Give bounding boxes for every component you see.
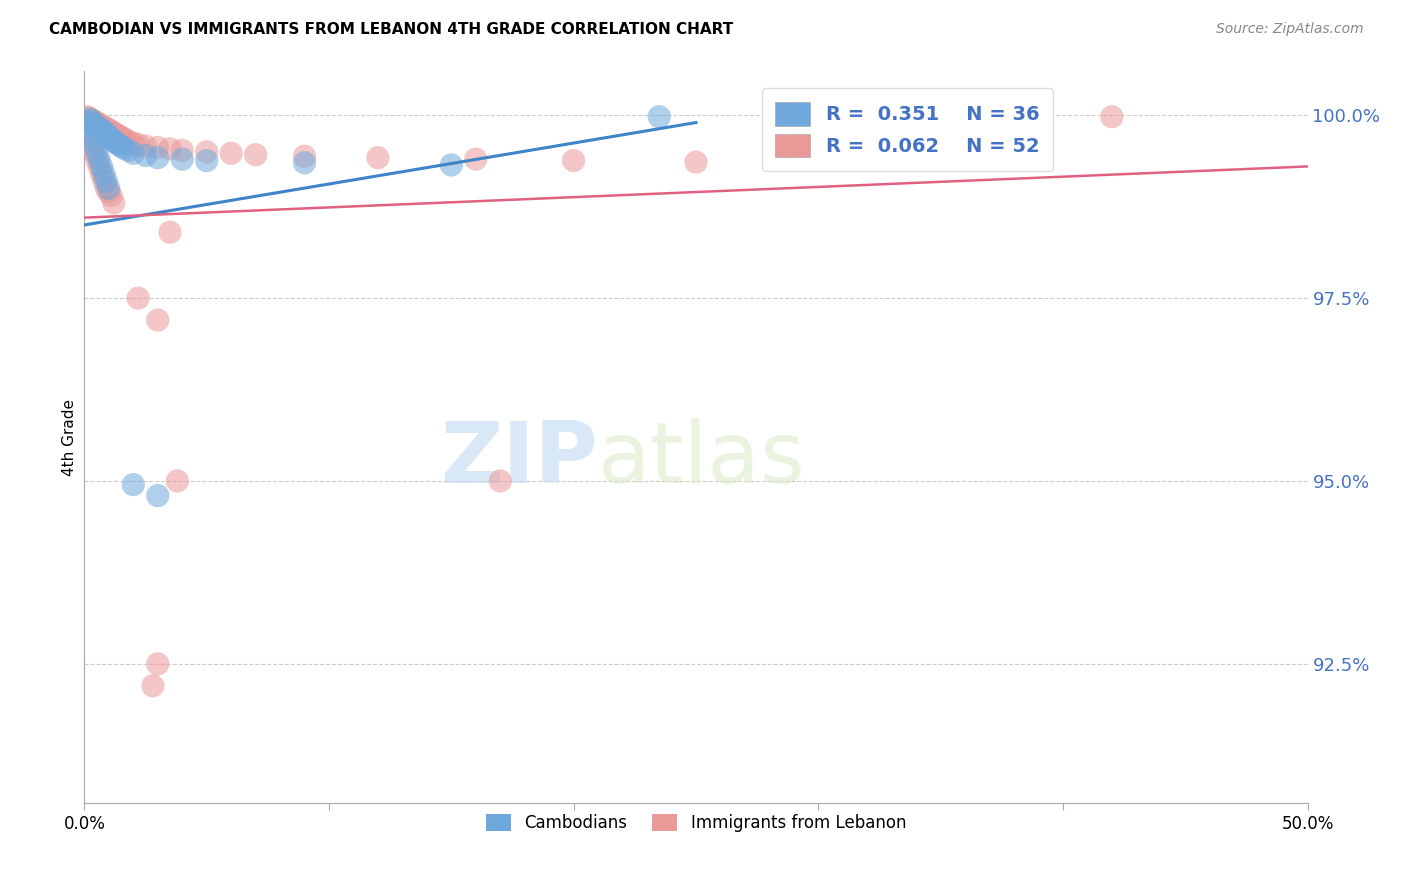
Immigrants from Lebanon <box>562 153 585 168</box>
Immigrants from Lebanon <box>219 146 242 161</box>
Cambodians <box>96 127 118 141</box>
Immigrants from Lebanon <box>166 474 188 488</box>
Immigrants from Lebanon <box>76 123 98 137</box>
Immigrants from Lebanon <box>80 137 103 152</box>
Immigrants from Lebanon <box>103 196 125 211</box>
Immigrants from Lebanon <box>97 123 120 137</box>
Immigrants from Lebanon <box>367 151 389 165</box>
Immigrants from Lebanon <box>159 225 181 239</box>
Cambodians <box>440 158 463 172</box>
Text: ZIP: ZIP <box>440 417 598 500</box>
Cambodians <box>77 123 100 137</box>
Immigrants from Lebanon <box>115 133 138 147</box>
Cambodians <box>195 153 218 168</box>
Immigrants from Lebanon <box>685 155 707 169</box>
Cambodians <box>90 123 112 137</box>
Immigrants from Lebanon <box>86 115 108 129</box>
Immigrants from Lebanon <box>96 181 118 195</box>
Cambodians <box>93 124 115 138</box>
Immigrants from Lebanon <box>464 152 486 166</box>
Cambodians <box>112 141 135 155</box>
Cambodians <box>86 120 108 134</box>
Immigrants from Lebanon <box>110 130 132 145</box>
Immigrants from Lebanon <box>172 144 194 158</box>
Cambodians <box>146 151 169 165</box>
Immigrants from Lebanon <box>146 140 169 154</box>
Cambodians <box>110 139 132 153</box>
Immigrants from Lebanon <box>93 174 115 188</box>
Immigrants from Lebanon <box>142 679 165 693</box>
Immigrants from Lebanon <box>80 112 103 127</box>
Cambodians <box>100 131 122 145</box>
Cambodians <box>80 114 103 128</box>
Cambodians <box>77 112 100 126</box>
Immigrants from Lebanon <box>107 128 129 143</box>
Immigrants from Lebanon <box>294 149 316 163</box>
Immigrants from Lebanon <box>127 291 149 305</box>
Immigrants from Lebanon <box>86 152 108 166</box>
Y-axis label: 4th Grade: 4th Grade <box>62 399 77 475</box>
Immigrants from Lebanon <box>135 139 157 153</box>
Cambodians <box>146 489 169 503</box>
Legend: Cambodians, Immigrants from Lebanon: Cambodians, Immigrants from Lebanon <box>479 807 912 838</box>
Text: CAMBODIAN VS IMMIGRANTS FROM LEBANON 4TH GRADE CORRELATION CHART: CAMBODIAN VS IMMIGRANTS FROM LEBANON 4TH… <box>49 22 734 37</box>
Cambodians <box>93 167 115 181</box>
Cambodians <box>80 130 103 145</box>
Immigrants from Lebanon <box>100 124 122 138</box>
Immigrants from Lebanon <box>127 137 149 152</box>
Cambodians <box>103 134 125 148</box>
Cambodians <box>87 120 110 135</box>
Cambodians <box>122 146 145 161</box>
Immigrants from Lebanon <box>245 147 267 161</box>
Cambodians <box>107 137 129 152</box>
Immigrants from Lebanon <box>103 126 125 140</box>
Immigrants from Lebanon <box>76 110 98 124</box>
Cambodians <box>105 136 128 150</box>
Text: Source: ZipAtlas.com: Source: ZipAtlas.com <box>1216 22 1364 37</box>
Immigrants from Lebanon <box>112 131 135 145</box>
Cambodians <box>83 117 105 131</box>
Immigrants from Lebanon <box>146 313 169 327</box>
Cambodians <box>97 130 120 145</box>
Immigrants from Lebanon <box>146 657 169 671</box>
Immigrants from Lebanon <box>77 111 100 125</box>
Immigrants from Lebanon <box>117 135 139 149</box>
Cambodians <box>172 152 194 166</box>
Cambodians <box>117 144 139 158</box>
Immigrants from Lebanon <box>97 185 120 199</box>
Immigrants from Lebanon <box>83 145 105 159</box>
Immigrants from Lebanon <box>96 121 118 136</box>
Text: atlas: atlas <box>598 417 806 500</box>
Cambodians <box>135 148 157 162</box>
Cambodians <box>86 145 108 159</box>
Immigrants from Lebanon <box>1101 110 1123 124</box>
Cambodians <box>90 160 112 174</box>
Immigrants from Lebanon <box>105 128 128 142</box>
Immigrants from Lebanon <box>90 119 112 133</box>
Immigrants from Lebanon <box>122 136 145 150</box>
Immigrants from Lebanon <box>87 117 110 131</box>
Immigrants from Lebanon <box>87 160 110 174</box>
Immigrants from Lebanon <box>93 120 115 134</box>
Cambodians <box>76 115 98 129</box>
Immigrants from Lebanon <box>83 114 105 128</box>
Cambodians <box>122 477 145 491</box>
Immigrants from Lebanon <box>90 167 112 181</box>
Cambodians <box>96 174 118 188</box>
Cambodians <box>97 181 120 195</box>
Cambodians <box>83 137 105 152</box>
Cambodians <box>87 152 110 166</box>
Immigrants from Lebanon <box>159 142 181 156</box>
Immigrants from Lebanon <box>195 145 218 159</box>
Cambodians <box>294 156 316 170</box>
Immigrants from Lebanon <box>489 474 512 488</box>
Immigrants from Lebanon <box>77 130 100 145</box>
Immigrants from Lebanon <box>100 188 122 202</box>
Cambodians <box>648 110 671 124</box>
